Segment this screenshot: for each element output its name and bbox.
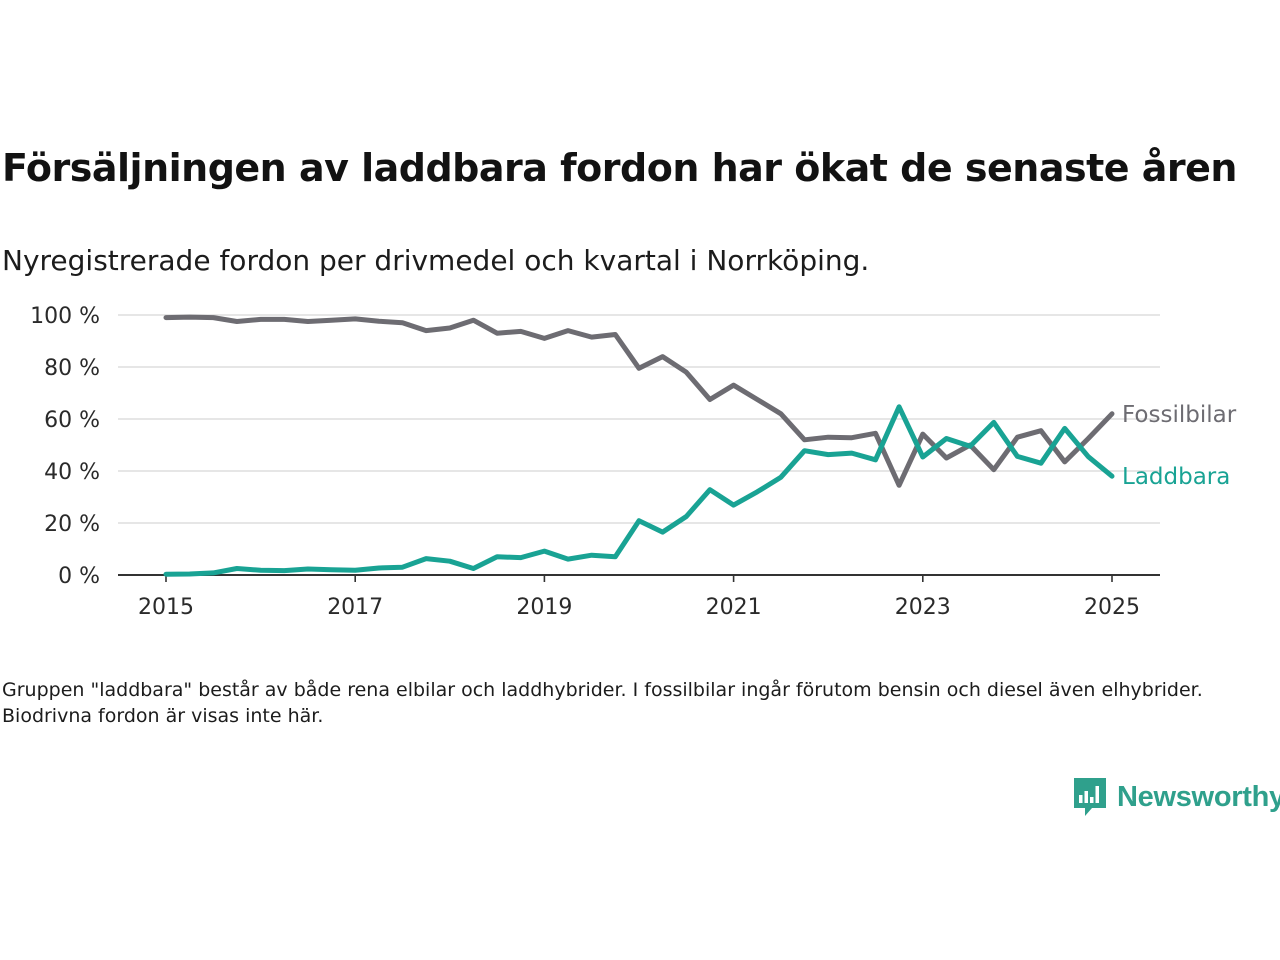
- x-tick-label: 2025: [1084, 595, 1140, 620]
- y-tick-label: 80 %: [44, 356, 100, 381]
- y-tick-label: 100 %: [30, 304, 100, 329]
- series-label-laddbara: Laddbara: [1122, 464, 1230, 490]
- series-line-fossilbilar: [163, 314, 1115, 488]
- brand-logo[interactable]: Newsworthy: [1072, 776, 1280, 818]
- series-lines: [163, 314, 1115, 577]
- x-tick-label: 2015: [138, 595, 194, 620]
- y-tick-label: 40 %: [44, 460, 100, 485]
- line-chart: 0 % 20 % 40 % 60 % 80 % 100 % 2015 2017 2019 202…: [30, 304, 1237, 620]
- series-label-fossilbilar: Fossilbilar: [1122, 402, 1237, 428]
- series-labels: Fossilbilar Laddbara: [1122, 402, 1237, 490]
- x-axis: 2015 2017 2019 2021 2023 2025: [118, 574, 1160, 620]
- y-tick-label: 60 %: [44, 408, 100, 433]
- y-tick-label: 0 %: [58, 564, 100, 589]
- y-axis-ticks: 0 % 20 % 40 % 60 % 80 % 100 %: [30, 304, 100, 589]
- series-line-laddbara: [163, 404, 1115, 577]
- x-tick-label: 2023: [895, 595, 951, 620]
- x-tick-label: 2017: [327, 595, 383, 620]
- brand-name: Newsworthy: [1117, 780, 1280, 813]
- grid-lines: [118, 314, 1160, 524]
- x-tick-label: 2021: [706, 595, 762, 620]
- x-tick-label: 2019: [516, 595, 572, 620]
- footnote: Gruppen "laddbara" består av både rena e…: [2, 679, 1203, 727]
- chart-subtitle: Nyregistrerade fordon per drivmedel och …: [2, 244, 870, 277]
- y-tick-label: 20 %: [44, 512, 100, 537]
- newsworthy-logo-icon: [1074, 778, 1106, 816]
- chart-title: Försäljningen av laddbara fordon har öka…: [2, 146, 1237, 190]
